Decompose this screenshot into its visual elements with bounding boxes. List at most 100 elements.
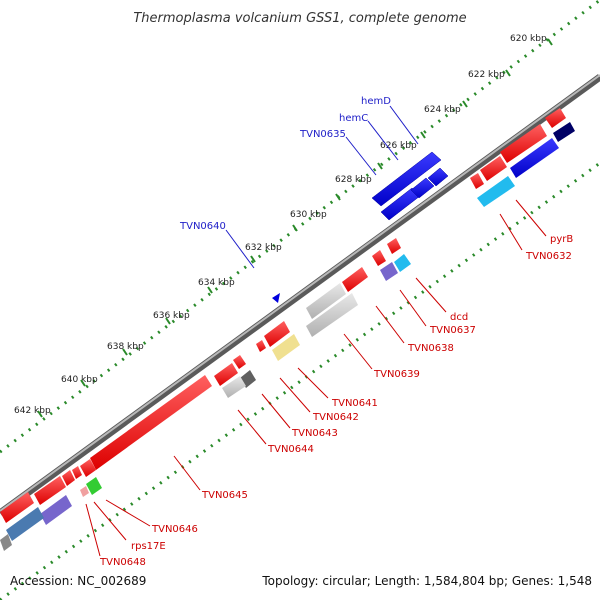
gene-navy[interactable] [553,122,575,142]
leader-line [279,377,311,413]
map-title: Thermoplasma volcanium GSS1, complete ge… [133,11,466,26]
gene-red-o[interactable] [0,492,34,523]
label-hemC: hemC [339,113,368,124]
tick-mark [420,131,426,139]
gene-rps17E[interactable] [80,486,89,497]
gene-TVN0638[interactable] [306,283,346,319]
label-TVN0632: TVN0632 [525,251,572,262]
leader-line [105,499,151,527]
gene-red-m[interactable] [72,466,82,479]
label-rps17E: rps17E [131,541,166,552]
tick-mark [377,162,383,170]
gene-hemD-small[interactable] [427,167,449,187]
accession-text: Accession: NC_002689 [10,574,147,588]
label-TVN0644: TVN0644 [267,444,314,455]
tick-mark [292,224,298,232]
leader-line [85,503,101,557]
leader-line [345,136,377,176]
gene-TVN0632[interactable] [477,176,515,207]
gene-red-a[interactable] [545,108,566,128]
gene-red-d[interactable] [470,173,484,189]
tick-label: 640 kbp [61,375,98,385]
gene-red-n[interactable] [34,476,66,505]
gene-TVN0645[interactable] [90,375,212,470]
gene-TVN0646[interactable] [86,477,102,495]
tick-mark [462,100,468,108]
label-TVN0645: TVN0645 [201,490,248,501]
tick-label: 626 kbp [380,141,417,151]
forward-labels: hemD hemC TVN0635 TVN0640 [179,96,419,269]
gene-pyrB[interactable] [510,138,559,178]
gene-dcd[interactable] [394,254,411,272]
leader-line [375,305,405,344]
gene-TVN0641[interactable] [272,334,300,361]
forward-genes [272,151,449,303]
gene-red-i[interactable] [256,340,266,352]
genome-summary-text: Topology: circular; Length: 1,584,804 bp… [262,574,592,588]
tick-label: 628 kbp [335,175,372,185]
tick-label: 624 kbp [424,105,461,115]
gene-TVN0639[interactable] [306,293,358,337]
label-TVN0642: TVN0642 [312,412,359,423]
label-TVN0639: TVN0639 [373,369,420,380]
leader-line [261,393,291,429]
gene-TVN0635[interactable] [410,177,435,199]
leader-line [173,455,201,491]
gene-hemD[interactable] [371,151,442,207]
tick-group: 620 kbp 622 kbp 624 kbp 626 kbp 628 kbp … [14,34,553,418]
tick-label: 622 kbp [468,70,505,80]
leader-line [515,199,547,237]
genome-backbone [0,74,600,516]
tick-mark [122,348,128,356]
tick-label: 630 kbp [290,210,327,220]
gene-red-c[interactable] [480,156,507,181]
leader-line [367,120,399,161]
label-TVN0640: TVN0640 [179,221,226,232]
genome-backbone-highlight [0,74,600,512]
gene-steel[interactable] [6,507,44,541]
gene-red-k[interactable] [214,363,238,386]
gene-red-g[interactable] [342,267,368,292]
tick-mark [80,379,86,387]
gene-red-b[interactable] [500,124,547,163]
label-TVN0648: TVN0648 [99,557,146,568]
label-hemD: hemD [361,96,391,107]
leader-line [399,289,427,327]
gene-TVN0648[interactable] [40,495,72,525]
tick-mark [37,410,43,418]
tick-label: 620 kbp [510,34,547,44]
gene-red-f[interactable] [372,250,386,266]
gene-TVN0643[interactable] [222,376,246,398]
tick-mark [335,193,341,201]
gene-red-h[interactable] [264,321,290,347]
leader-line [237,409,267,445]
leader-line [343,333,373,370]
gene-red-j[interactable] [233,355,246,369]
reverse-labels: pyrB TVN0632 dcd TVN0637 TVN0638 TVN0639… [85,199,573,568]
leader-line [225,229,255,269]
label-pyrB: pyrB [550,234,573,245]
tick-mark [505,69,511,77]
label-TVN0638: TVN0638 [407,343,454,354]
leader-line [499,213,523,251]
leader-line [93,501,127,541]
gene-TVN0637[interactable] [380,262,398,281]
label-dcd: dcd [450,312,468,323]
label-TVN0637: TVN0637 [429,325,476,336]
label-TVN0641: TVN0641 [331,398,378,409]
gene-gray-edge[interactable] [0,534,12,551]
leader-line [297,367,329,399]
tick-label: 642 kbp [14,406,51,416]
gene-TVN0644[interactable] [80,459,96,477]
tick-label: 632 kbp [245,243,282,253]
tick-label: 636 kbp [153,311,190,321]
gene-red-e[interactable] [387,238,401,254]
gene-red-l[interactable] [62,470,75,486]
gene-TVN0640[interactable] [272,293,280,303]
leader-line [415,277,447,313]
tick-mark [207,286,213,294]
label-TVN0646: TVN0646 [151,524,198,535]
tick-label: 638 kbp [107,342,144,352]
